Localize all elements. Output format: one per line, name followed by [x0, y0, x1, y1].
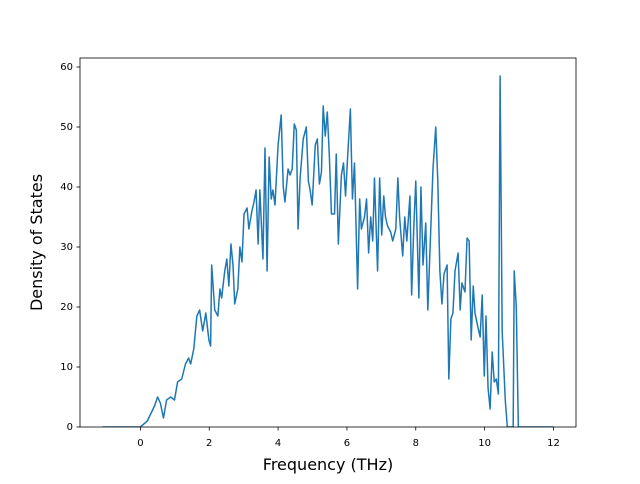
x-tick-label: 2: [206, 438, 212, 449]
x-axis-label: Frequency (THz): [263, 455, 393, 474]
x-tick-label: 0: [137, 438, 143, 449]
y-tick-label: 60: [60, 62, 73, 73]
axes-frame: [79, 57, 577, 428]
y-tick-label: 40: [60, 182, 73, 193]
x-tick-label: 8: [413, 438, 419, 449]
x-tick-label: 4: [275, 438, 281, 449]
y-axis-label: Density of States: [27, 174, 46, 311]
y-tick-label: 30: [60, 242, 73, 253]
y-tick-label: 50: [60, 122, 73, 133]
x-tick-label: 6: [344, 438, 350, 449]
data-line: [102, 75, 554, 427]
y-tick-label: 0: [67, 422, 73, 433]
y-tick-label: 20: [60, 302, 73, 313]
x-tick-label: 12: [547, 438, 560, 449]
y-tick-label: 10: [60, 362, 73, 373]
plot-area: [102, 75, 554, 427]
x-tick-label: 10: [478, 438, 491, 449]
